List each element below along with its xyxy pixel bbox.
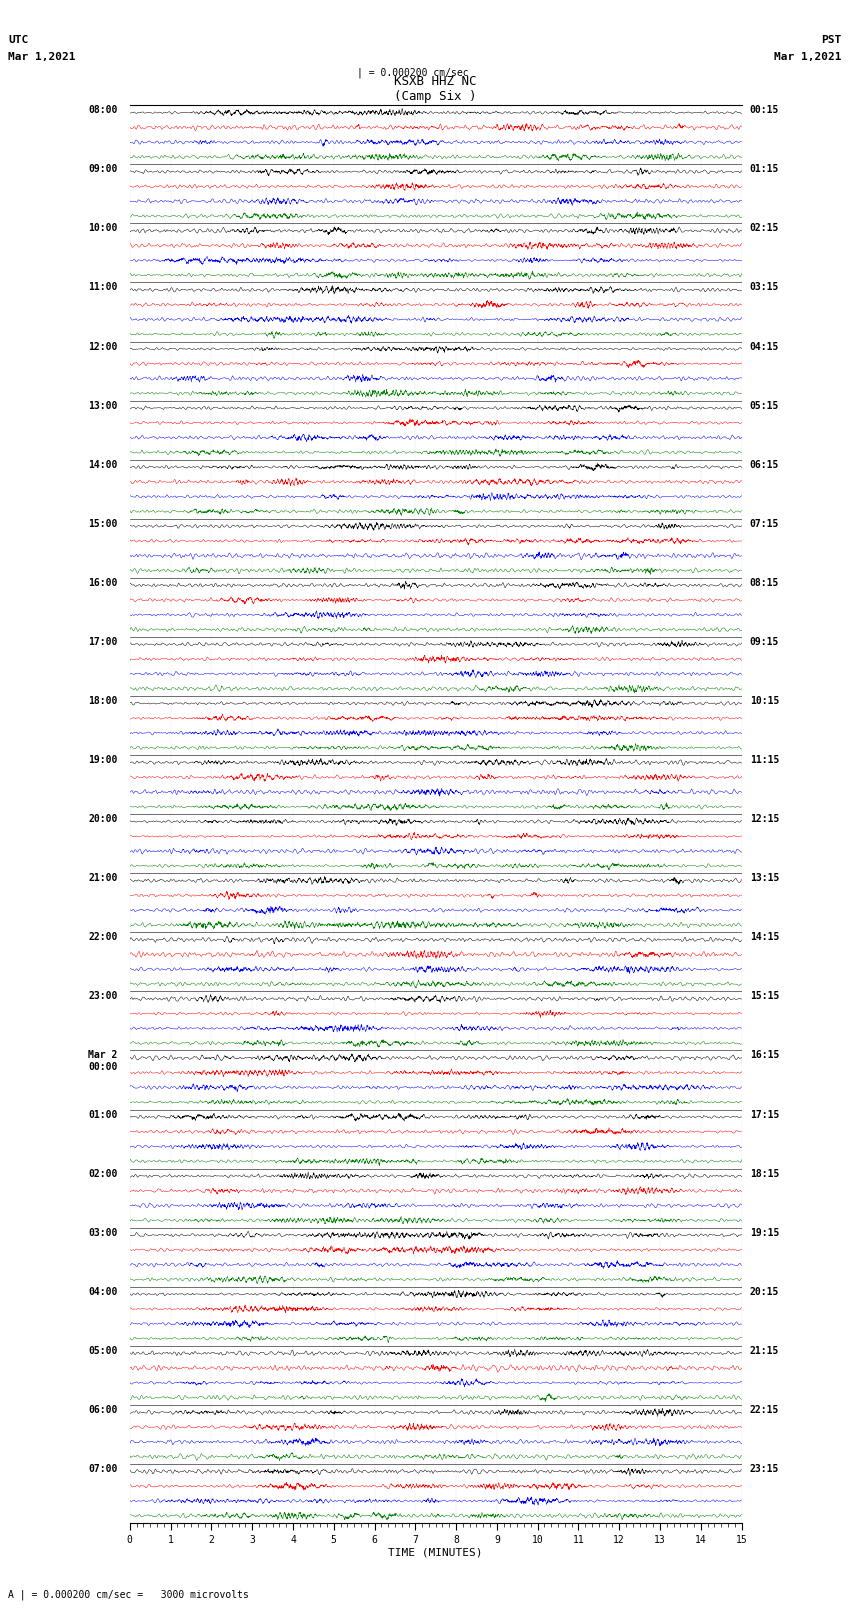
Text: 06:15: 06:15 (750, 460, 779, 469)
Text: 16:00: 16:00 (88, 577, 117, 587)
Text: 08:00: 08:00 (88, 105, 117, 115)
Text: 10:15: 10:15 (750, 697, 779, 706)
Text: 20:00: 20:00 (88, 815, 117, 824)
Text: 17:15: 17:15 (750, 1110, 779, 1119)
Text: 05:00: 05:00 (88, 1345, 117, 1357)
Text: 17:00: 17:00 (88, 637, 117, 647)
Text: 05:15: 05:15 (750, 400, 779, 411)
Text: 23:15: 23:15 (750, 1465, 779, 1474)
Text: 06:00: 06:00 (88, 1405, 117, 1415)
Text: 14:00: 14:00 (88, 460, 117, 469)
Text: Mar 1,2021: Mar 1,2021 (774, 52, 842, 61)
Text: 11:00: 11:00 (88, 282, 117, 292)
Text: 03:15: 03:15 (750, 282, 779, 292)
Text: 21:00: 21:00 (88, 873, 117, 884)
Text: 16:15: 16:15 (750, 1050, 779, 1060)
Text: Mar 1,2021: Mar 1,2021 (8, 52, 76, 61)
Text: 22:00: 22:00 (88, 932, 117, 942)
Text: 13:15: 13:15 (750, 873, 779, 884)
Text: 00:15: 00:15 (750, 105, 779, 115)
Text: PST: PST (821, 35, 842, 45)
Text: UTC: UTC (8, 35, 29, 45)
Text: 22:15: 22:15 (750, 1405, 779, 1415)
Text: 18:15: 18:15 (750, 1169, 779, 1179)
Text: 12:15: 12:15 (750, 815, 779, 824)
Text: 09:15: 09:15 (750, 637, 779, 647)
Title: KSXB HHZ NC
(Camp Six ): KSXB HHZ NC (Camp Six ) (394, 74, 477, 103)
Text: 02:15: 02:15 (750, 223, 779, 234)
Text: 08:15: 08:15 (750, 577, 779, 587)
Text: 09:00: 09:00 (88, 165, 117, 174)
Text: 04:00: 04:00 (88, 1287, 117, 1297)
Text: 02:00: 02:00 (88, 1169, 117, 1179)
Text: | = 0.000200 cm/sec: | = 0.000200 cm/sec (357, 68, 468, 79)
Text: 15:15: 15:15 (750, 992, 779, 1002)
Text: 01:00: 01:00 (88, 1110, 117, 1119)
Text: 07:15: 07:15 (750, 519, 779, 529)
Text: 19:15: 19:15 (750, 1227, 779, 1237)
Text: 11:15: 11:15 (750, 755, 779, 765)
Text: 19:00: 19:00 (88, 755, 117, 765)
Text: 20:15: 20:15 (750, 1287, 779, 1297)
Text: Mar 2
00:00: Mar 2 00:00 (88, 1050, 117, 1073)
Text: 23:00: 23:00 (88, 992, 117, 1002)
X-axis label: TIME (MINUTES): TIME (MINUTES) (388, 1548, 483, 1558)
Text: 13:00: 13:00 (88, 400, 117, 411)
Text: 07:00: 07:00 (88, 1465, 117, 1474)
Text: 03:00: 03:00 (88, 1227, 117, 1237)
Text: 10:00: 10:00 (88, 223, 117, 234)
Text: 14:15: 14:15 (750, 932, 779, 942)
Text: 12:00: 12:00 (88, 342, 117, 352)
Text: 01:15: 01:15 (750, 165, 779, 174)
Text: 15:00: 15:00 (88, 519, 117, 529)
Text: 21:15: 21:15 (750, 1345, 779, 1357)
Text: 04:15: 04:15 (750, 342, 779, 352)
Text: 18:00: 18:00 (88, 697, 117, 706)
Text: A | = 0.000200 cm/sec =   3000 microvolts: A | = 0.000200 cm/sec = 3000 microvolts (8, 1589, 249, 1600)
